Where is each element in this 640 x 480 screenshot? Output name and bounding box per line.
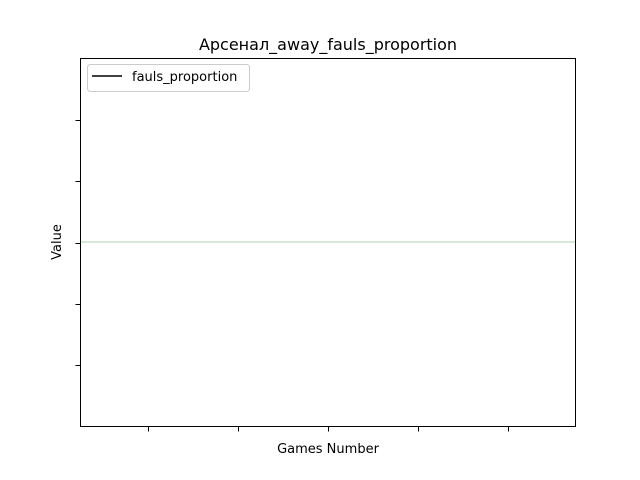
x-axis-label: Games Number — [277, 442, 379, 457]
x-axis-ticks — [148, 426, 509, 432]
chart-title: Арсенал_away_fauls_proportion — [199, 35, 457, 55]
legend-box — [87, 64, 250, 92]
legend-entry-label: fauls_proportion — [132, 70, 237, 85]
y-axis-ticks — [75, 120, 81, 366]
y-axis-label: Value — [50, 224, 65, 260]
legend: fauls_proportion — [87, 64, 250, 92]
